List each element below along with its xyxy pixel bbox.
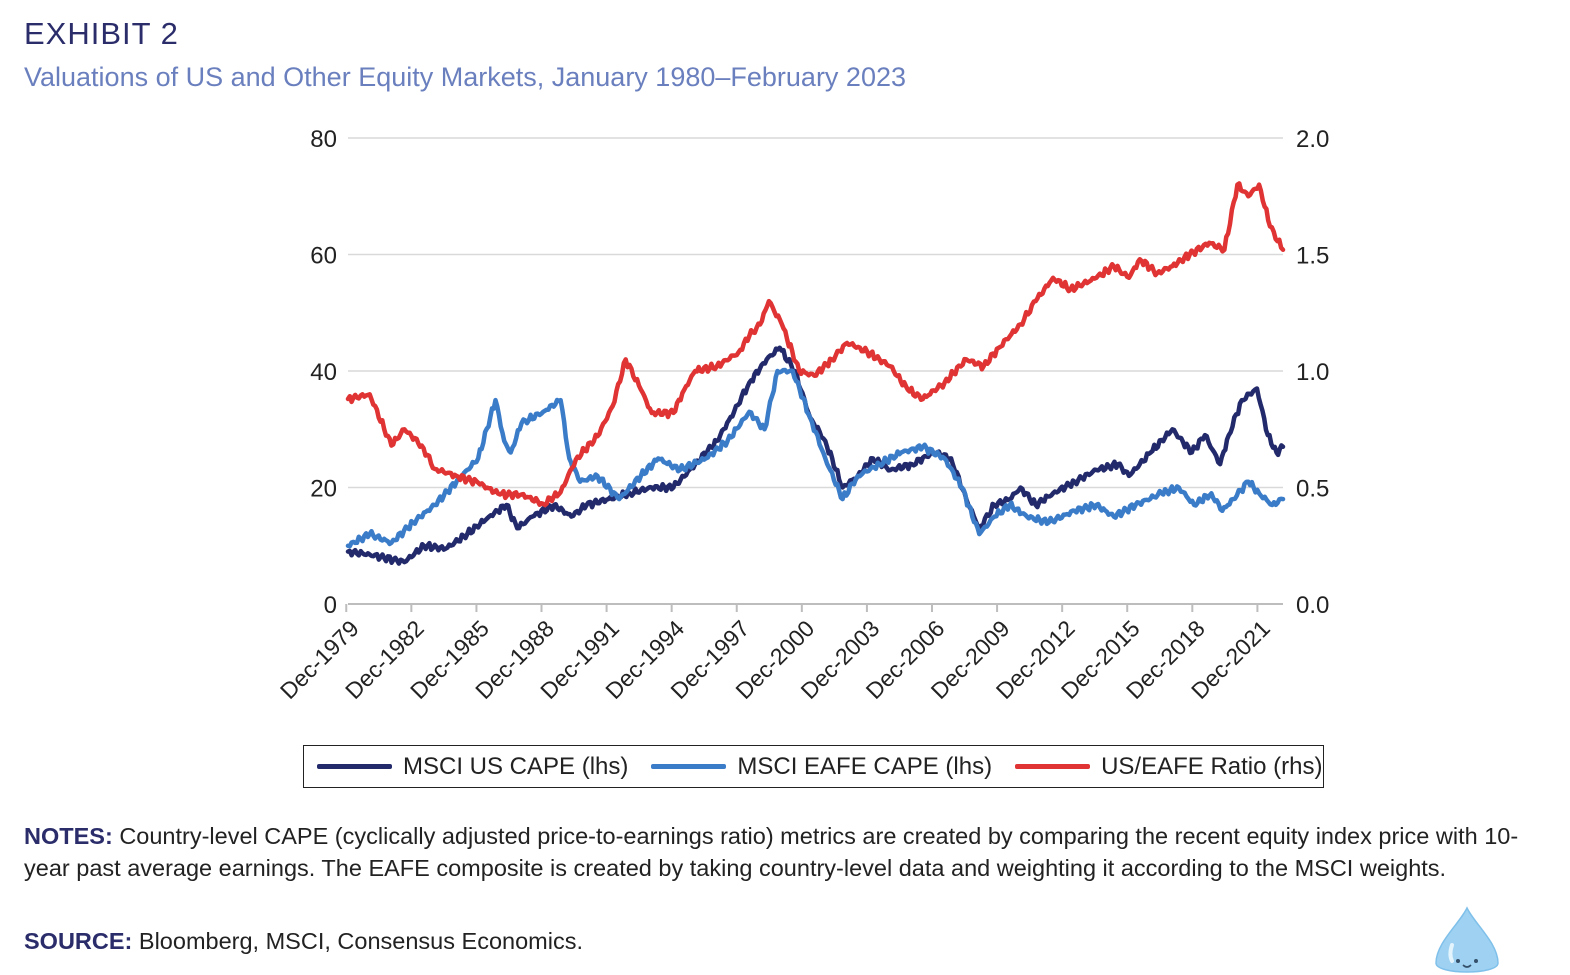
notes-text: Country-level CAPE (cyclically adjusted …	[24, 823, 1519, 881]
legend-swatch-us-cape	[317, 764, 392, 769]
legend-item-us-cape: MSCI US CAPE (lhs)	[317, 753, 628, 781]
chart-title: Valuations of US and Other Equity Market…	[24, 62, 906, 92]
y-tick-left: 80	[310, 126, 337, 153]
legend-swatch-ratio	[1015, 764, 1091, 769]
y-tick-right: 1.0	[1296, 359, 1329, 386]
y-tick-left: 0	[324, 592, 337, 619]
y-tick-right: 1.5	[1296, 243, 1329, 270]
notes-paragraph: NOTES: Country-level CAPE (cyclically ad…	[24, 820, 1554, 884]
legend-item-ratio: US/EAFE Ratio (rhs)	[1015, 753, 1322, 781]
y-tick-left: 20	[310, 476, 337, 503]
notes-label: NOTES:	[24, 823, 113, 849]
legend-swatch-eafe-cape	[651, 764, 727, 769]
legend-label-eafe-cape: MSCI EAFE CAPE (lhs)	[737, 752, 993, 780]
legend-label-ratio: US/EAFE Ratio (rhs)	[1101, 752, 1323, 780]
y-tick-left: 40	[310, 359, 337, 386]
exhibit-label: EXHIBIT 2	[24, 16, 179, 51]
water-drop-mascot-icon	[1435, 906, 1499, 973]
legend-label-us-cape: MSCI US CAPE (lhs)	[403, 752, 629, 780]
y-tick-right: 0.5	[1296, 476, 1329, 503]
line-chart: 0 0.020 0.540 1.060 1.580 2.0Dec-1979Dec-1982…	[275, 126, 1329, 704]
series-line-us-cape	[345, 345, 1286, 566]
source-line: SOURCE: Bloomberg, MSCI, Consensus Econo…	[24, 928, 583, 955]
series-line-us-eafe-ratio	[345, 181, 1286, 508]
y-tick-left: 60	[310, 243, 337, 270]
y-tick-right: 2.0	[1296, 126, 1329, 153]
y-tick-right: 0.0	[1296, 592, 1329, 619]
legend-item-eafe-cape: MSCI EAFE CAPE (lhs)	[651, 753, 992, 781]
source-text: Bloomberg, MSCI, Consensus Economics.	[138, 928, 583, 954]
chart-legend: MSCI US CAPE (lhs) MSCI EAFE CAPE (lhs) …	[303, 745, 1324, 788]
source-label: SOURCE:	[24, 928, 133, 954]
series-line-eafe-cape	[345, 367, 1286, 549]
